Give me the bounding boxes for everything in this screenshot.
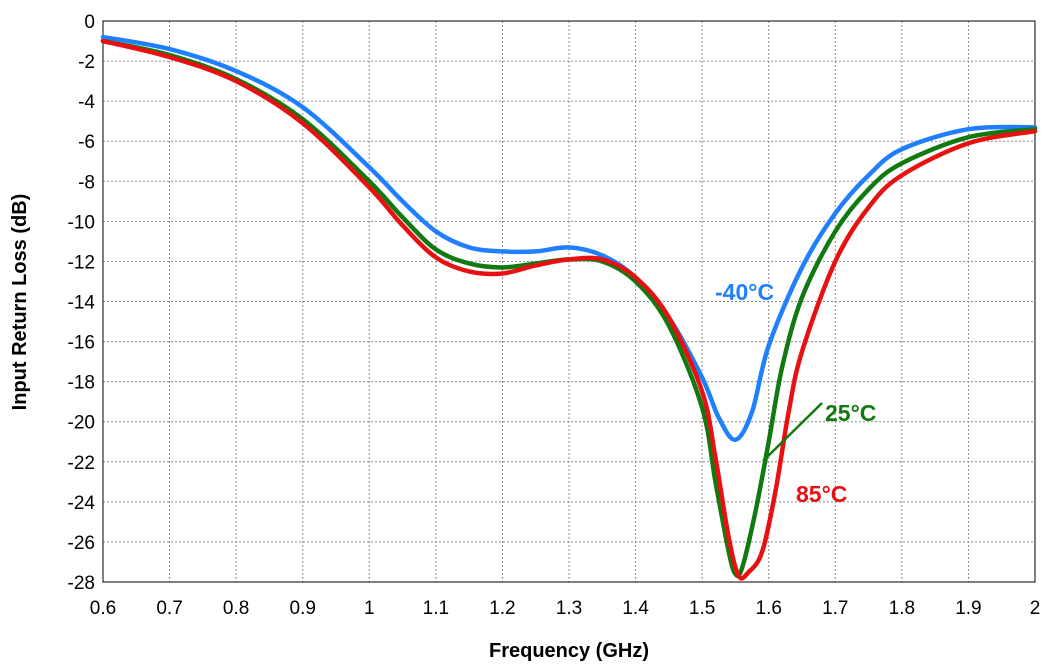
x-tick-label: 1.7 [822,598,848,619]
y-tick-label: -8 [78,172,95,193]
x-tick-label: 0.9 [290,598,316,619]
y-tick-label: -4 [78,92,95,113]
x-tick-label: 0.7 [156,598,182,619]
y-tick-label: -14 [68,293,96,314]
series-label-minus40c: -40°C [715,279,774,305]
plot-frame [102,20,1036,583]
y-tick-label: -12 [68,252,95,273]
series-lines [100,34,1038,581]
y-tick-label: -20 [68,413,95,434]
y-tick-label: -24 [68,493,96,514]
x-tick-label: 1.9 [955,598,981,619]
x-tick-label: 2 [1030,598,1041,619]
x-tick-label: 1.4 [622,598,649,619]
x-tick-label: 1.8 [889,598,915,619]
tick-labels: 0.6 0.7 0.8 0.9 1 1.1 1.2 1.3 1.4 1.5 1.6 1.7 1.8 1.9… [68,12,1041,619]
y-tick-label: -22 [68,453,95,474]
series-label-leader-25c [762,402,823,462]
series-line-85c [100,38,1038,581]
y-tick-label: -16 [68,333,95,354]
y-tick-label: -10 [68,212,95,233]
x-tick-label: 1.6 [756,598,782,619]
x-tick-label: 1.2 [489,598,515,619]
y-tick-label: -26 [68,533,95,554]
grid [103,21,1035,582]
x-tick-label: 1.1 [423,598,449,619]
y-axis-title: Input Return Loss (dB) [9,194,31,411]
series-label-25c: 25°C [825,400,876,426]
x-tick-label: 1.5 [689,598,715,619]
series-label-85c: 85°C [796,481,847,507]
y-tick-label: -18 [68,373,95,394]
y-tick-label: 0 [84,12,95,33]
x-tick-label: 0.6 [90,598,116,619]
y-tick-label: -28 [68,573,95,594]
x-tick-label: 1.3 [556,598,582,619]
y-tick-label: -2 [78,52,95,73]
x-tick-label: 1 [364,598,375,619]
series-line-25c [100,38,1038,579]
y-tick-label: -6 [78,132,95,153]
x-tick-label: 0.8 [223,598,249,619]
x-axis-title: Frequency (GHz) [489,640,649,662]
